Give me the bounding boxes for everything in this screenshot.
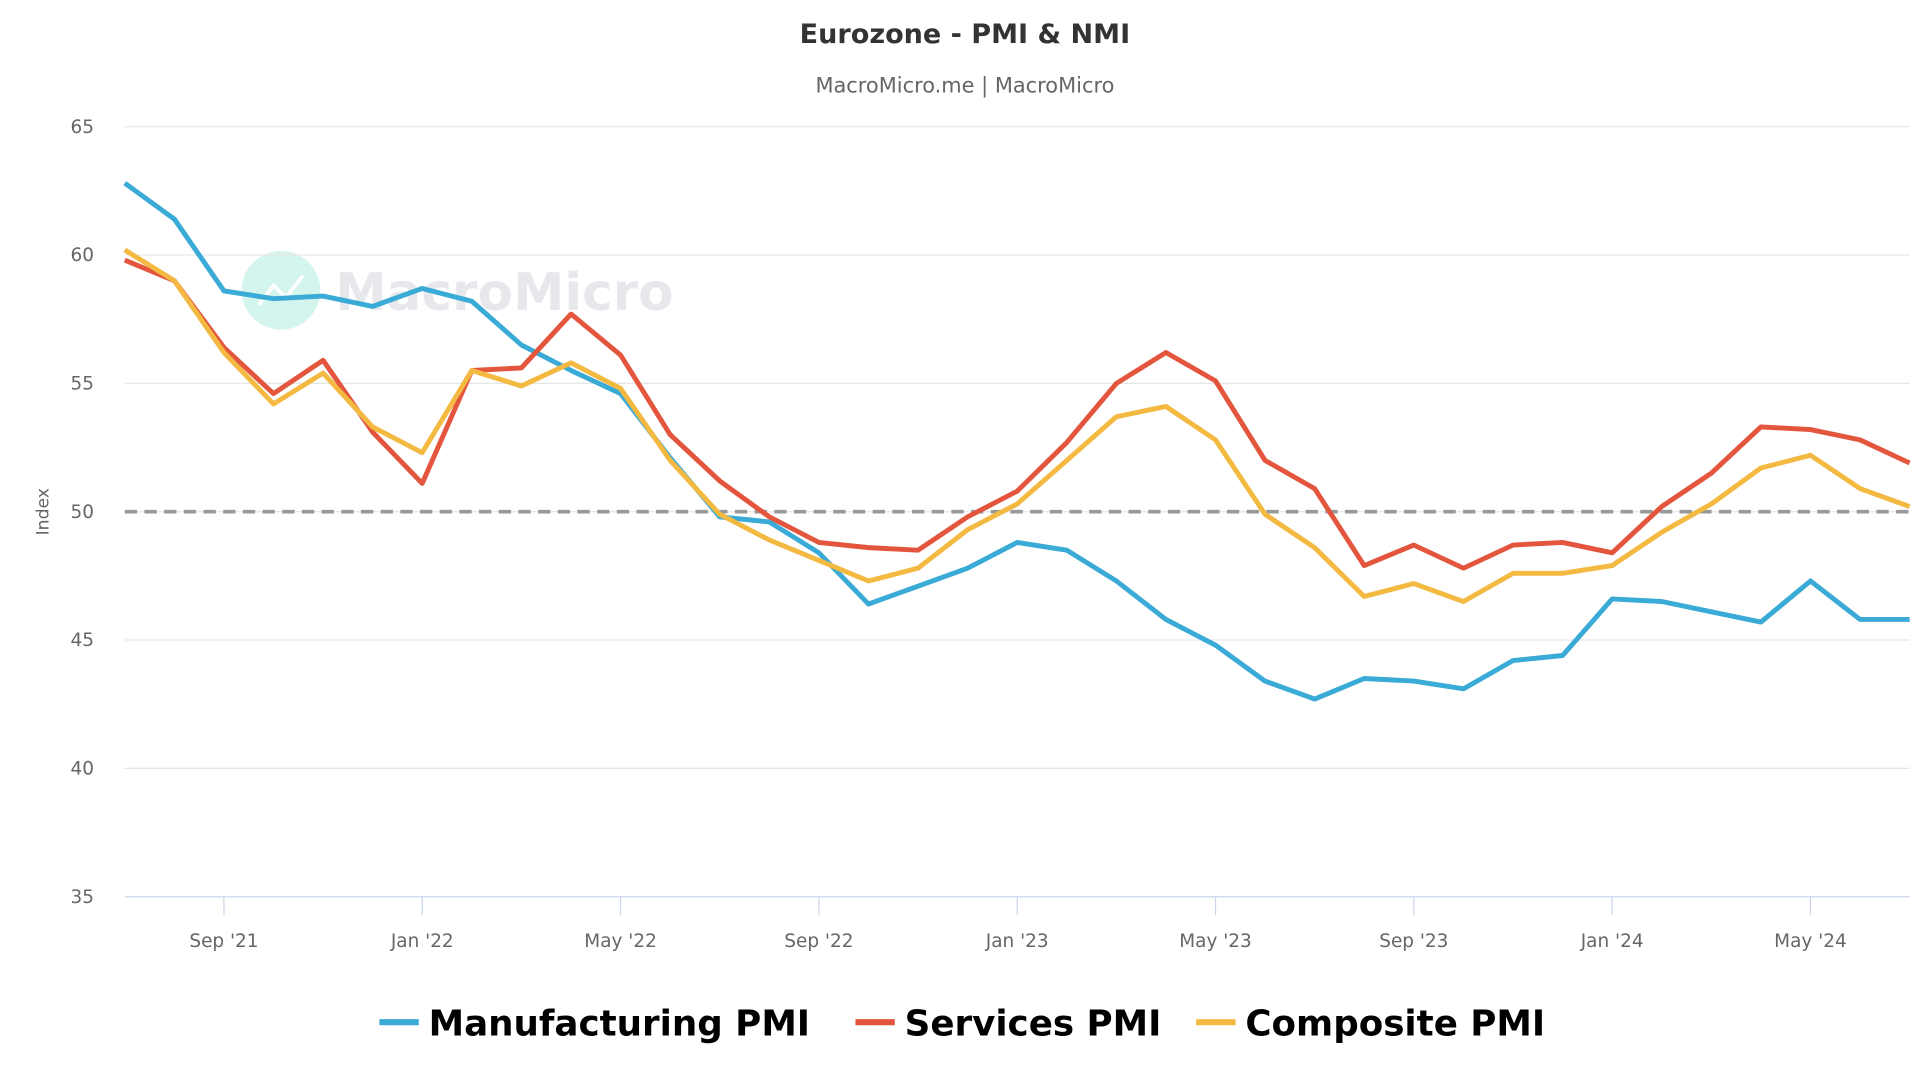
series-lines xyxy=(123,181,1911,702)
x-tick-label: Jan '24 xyxy=(1580,931,1644,952)
x-tick-label: Sep '21 xyxy=(189,931,258,952)
y-axis: 35 40 45 50 55 60 65 xyxy=(71,117,94,908)
watermark: MacroMicro xyxy=(241,250,674,330)
y-tick-label: 35 xyxy=(71,887,94,908)
legend-item-services-pmi: Services PMI xyxy=(905,1004,1162,1045)
series-line-manufacturing-pmi xyxy=(123,181,1910,702)
x-axis: Sep '21 Jan '22 May '22 Sep '22 Jan '23 May '… xyxy=(189,896,1847,952)
x-tick-label: May '24 xyxy=(1774,931,1847,952)
x-tick-label: Jan '22 xyxy=(390,931,454,952)
watermark-text: MacroMicro xyxy=(335,263,674,323)
y-axis-label: Index xyxy=(34,488,54,535)
legend-item-composite-pmi: Composite PMI xyxy=(1245,1004,1545,1045)
series-line-composite-pmi xyxy=(123,247,1911,604)
x-tick-label: Sep '23 xyxy=(1379,931,1448,952)
y-tick-label: 40 xyxy=(71,759,94,780)
x-tick-label: Sep '22 xyxy=(784,931,853,952)
y-tick-label: 65 xyxy=(71,117,94,138)
y-tick-label: 60 xyxy=(71,245,94,266)
series-line-services-pmi xyxy=(123,257,1911,571)
x-tick-label: Jan '23 xyxy=(985,931,1049,952)
legend: Manufacturing PMI Services PMI Composite P… xyxy=(379,1004,1545,1045)
x-tick-label: May '22 xyxy=(584,931,657,952)
x-tick-label: May '23 xyxy=(1179,931,1252,952)
chart-subtitle: MacroMicro.me | MacroMicro xyxy=(815,73,1114,98)
y-tick-label: 50 xyxy=(71,502,94,523)
chart-title: Eurozone - PMI & NMI xyxy=(800,19,1130,50)
legend-item-manufacturing-pmi: Manufacturing PMI xyxy=(429,1004,810,1045)
y-tick-label: 55 xyxy=(71,374,94,395)
y-tick-label: 45 xyxy=(71,630,94,651)
